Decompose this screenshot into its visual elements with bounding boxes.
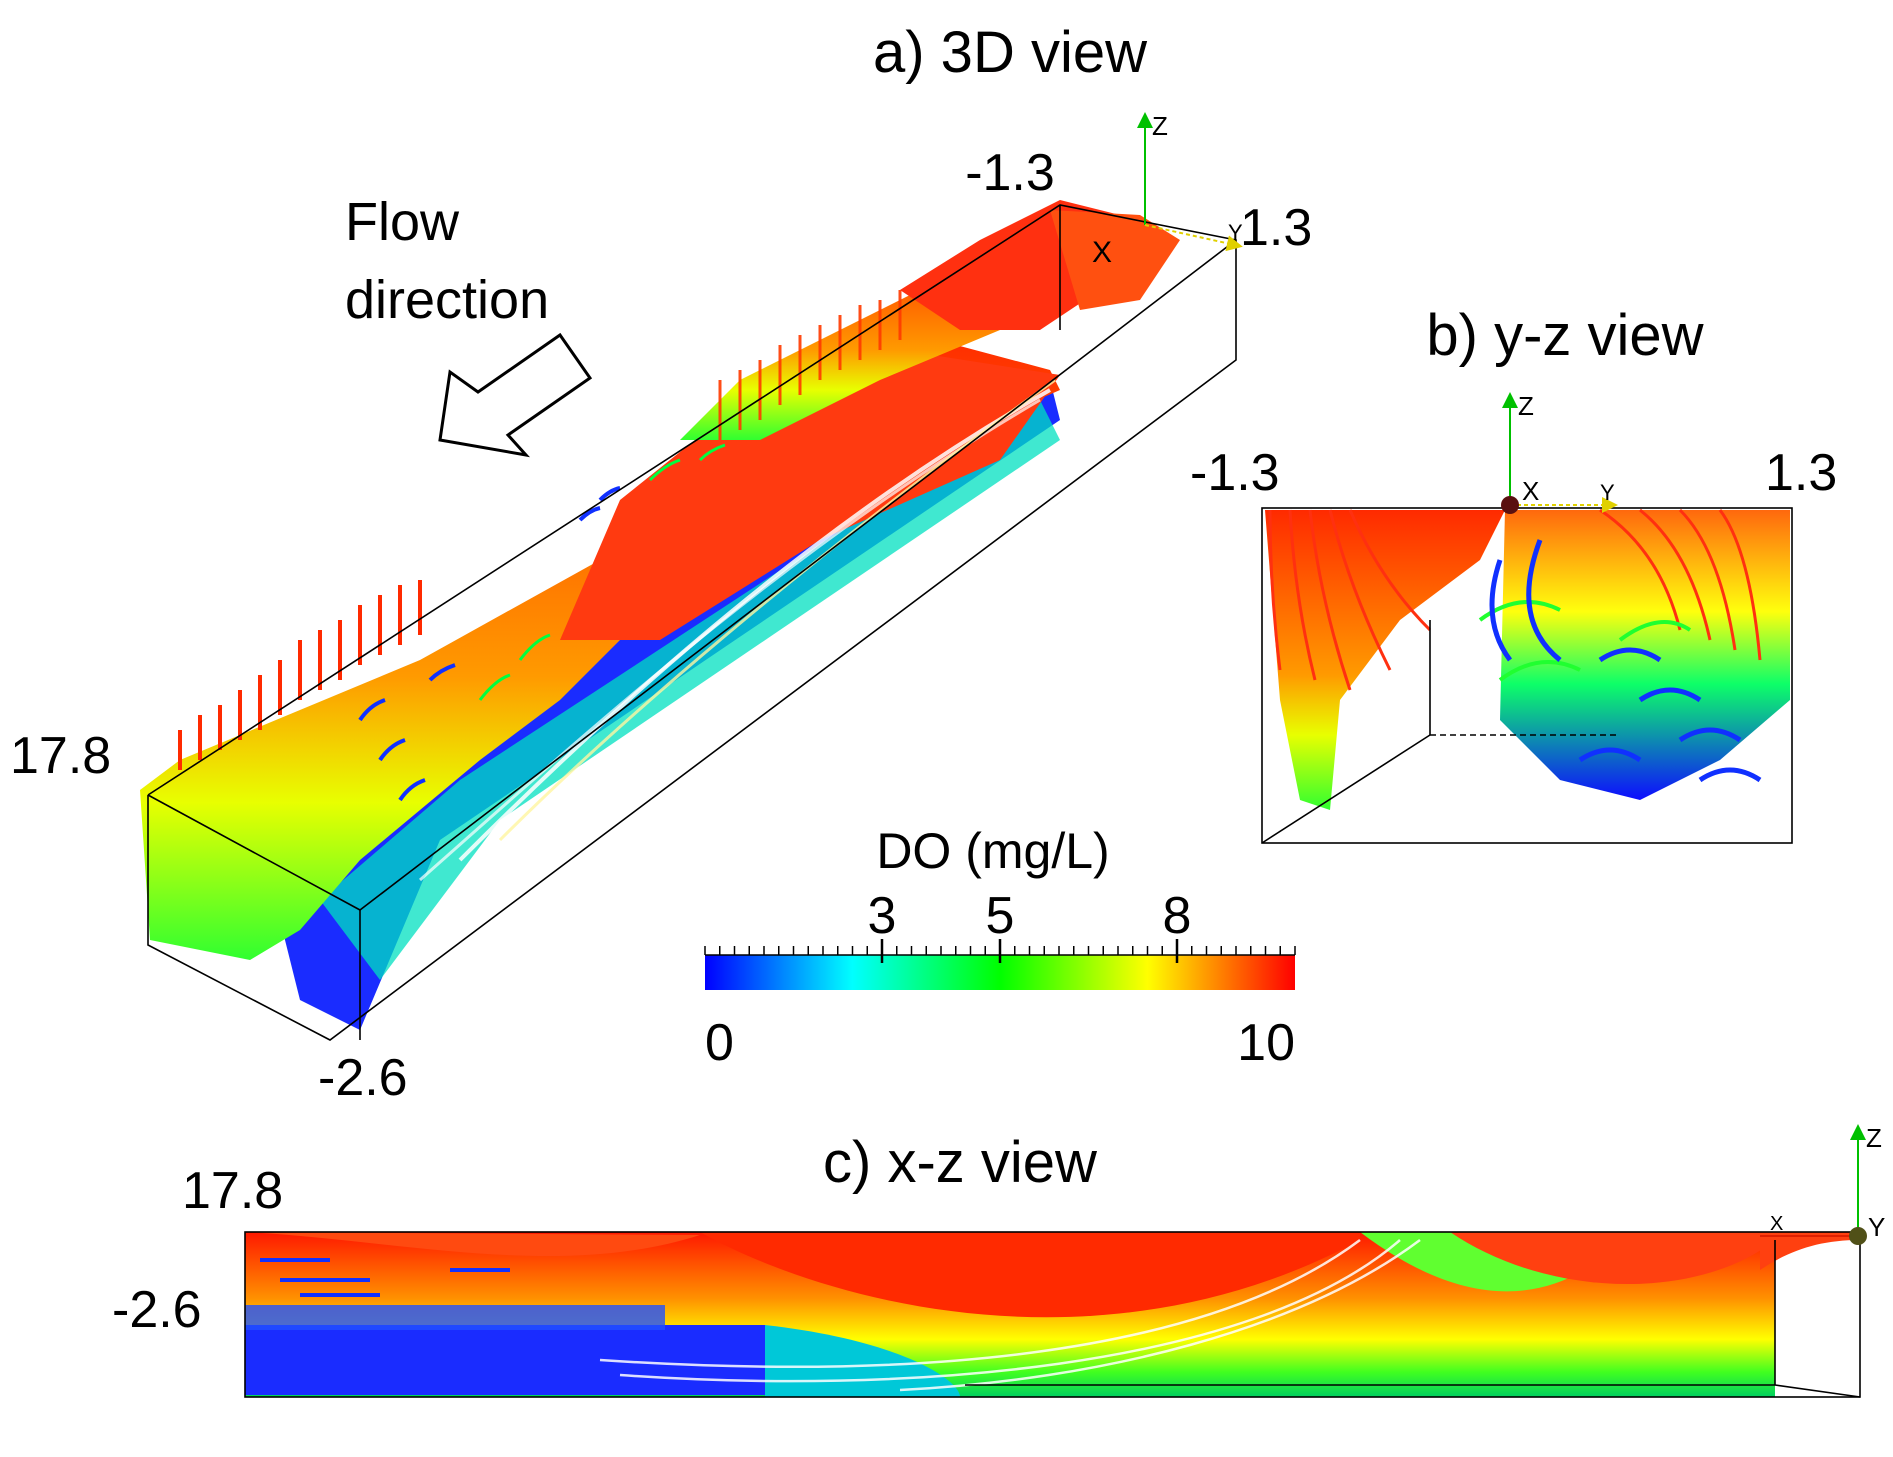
plume-inlet-right [1050, 210, 1180, 310]
panel-c-z-bottom-label: -2.6 [112, 1281, 202, 1339]
colorbar-tick-label: 5 [986, 887, 1015, 945]
axes-triad-b: Z X Y [1501, 391, 1618, 514]
axis-y-label-b: Y [1600, 480, 1615, 505]
axis-z-label-b: Z [1518, 391, 1534, 421]
panel-b-y-right-label: 1.3 [1765, 444, 1837, 502]
comb-strokes [178, 580, 422, 770]
panel-a-title: a) 3D view [873, 20, 1148, 85]
colorbar-min-label: 0 [705, 1014, 734, 1072]
origin-dot-icon [1849, 1227, 1867, 1245]
axes-triad-c: Z Y X [1760, 1123, 1885, 1245]
panel-a-x-top-label: 17.8 [10, 727, 111, 785]
axis-x-label-a: X [1092, 236, 1112, 269]
colorbar-max-label: 10 [1237, 1014, 1295, 1072]
panel-a-y-left-label: -1.3 [965, 144, 1055, 202]
panel-a-3d-view: a) 3D view [10, 20, 1312, 1107]
colorbar: DO (mg/L) 3 5 8 0 10 [704, 823, 1296, 1072]
panel-a-z-bottom-label: -2.6 [318, 1049, 408, 1107]
panel-b-y-left-label: -1.3 [1190, 444, 1280, 502]
colorbar-tick-label: 8 [1163, 887, 1192, 945]
plume-core [560, 350, 1060, 640]
flow-label-line2: direction [345, 270, 549, 330]
streamline-field-3d [140, 200, 1180, 1030]
axis-y-label-a: Y [1228, 220, 1243, 245]
axes-triad-a: Z Y X [1092, 111, 1243, 269]
panel-b-yz-view: b) y-z view -1.3 1.3 [1190, 303, 1837, 844]
bounding-box-xz [244, 1231, 1861, 1398]
bounding-box-3d [147, 204, 1237, 1041]
panel-b-title: b) y-z view [1426, 303, 1704, 368]
mid-do-band [320, 400, 1060, 980]
colorbar-title: DO (mg/L) [876, 823, 1109, 879]
colorbar-major-ticks: 3 5 8 [868, 887, 1192, 963]
flow-direction-arrow-icon [438, 332, 593, 458]
axis-y-label-c: Y [1868, 1212, 1885, 1242]
flow-label-line1: Flow [345, 192, 460, 252]
axis-x-label-c: X [1770, 1213, 1783, 1235]
streamline-field-yz [1265, 508, 1790, 810]
axis-z-label-a: Z [1152, 111, 1168, 141]
origin-dot-icon [1501, 496, 1519, 514]
axis-z-label-c: Z [1866, 1123, 1882, 1153]
streamline-field-xz [245, 1232, 1860, 1397]
flow-direction-annotation: Flow direction [345, 192, 593, 458]
panel-c-title: c) x-z view [823, 1130, 1098, 1195]
bounding-box-yz [1261, 507, 1793, 844]
panel-c-x-top-label: 17.8 [182, 1162, 283, 1220]
colorbar-tick-label: 3 [868, 887, 897, 945]
panel-c-xz-view: c) x-z view 17.8 -2.6 [112, 1123, 1885, 1398]
axis-x-label-b: X [1522, 476, 1539, 506]
panel-a-y-right-label: 1.3 [1240, 199, 1312, 257]
